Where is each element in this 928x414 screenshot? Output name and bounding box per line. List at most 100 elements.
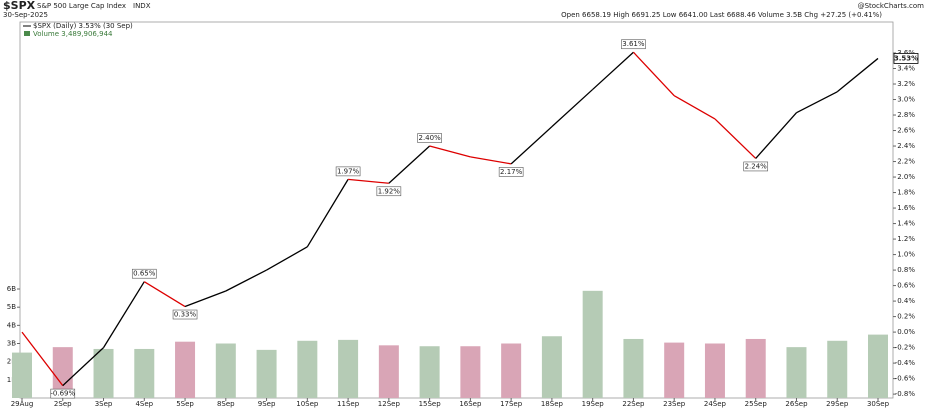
legend-swatch	[24, 31, 30, 36]
line-segment	[184, 290, 227, 308]
volume-bar	[175, 341, 196, 398]
line-segment	[796, 91, 838, 114]
x-tick-label: 18Sep	[541, 400, 564, 408]
y-tick-label: 2.2%	[897, 158, 915, 166]
line-segment	[632, 51, 675, 97]
x-tick-label: 16Sep	[459, 400, 482, 408]
y-tick-label: -0.2%	[895, 344, 916, 352]
data-label: 2.17%	[500, 168, 523, 176]
y-tick-label: -0.4%	[895, 359, 916, 367]
y-tick-label: 3.0%	[897, 96, 915, 104]
x-tick-label: 29Aug	[11, 400, 34, 408]
line-segment	[306, 179, 349, 248]
volume-bar	[745, 338, 766, 398]
volume-bar	[460, 346, 481, 398]
line-segment	[836, 57, 879, 93]
y-tick-label: -0.6%	[895, 375, 916, 383]
y2-tick-label: 4B	[7, 321, 16, 329]
volume-bar	[93, 348, 114, 398]
line-segment	[551, 88, 594, 128]
x-tick-label: 2Sep	[54, 400, 72, 408]
volume-bar	[297, 340, 318, 398]
volume-bar	[215, 343, 236, 398]
y2-tick-label: 1B	[7, 376, 16, 384]
y-tick-label: 2.8%	[897, 111, 915, 119]
title: S&P 500 Large Cap Index	[37, 2, 126, 10]
x-tick-label: 10Sep	[296, 400, 319, 408]
volume-bar	[134, 348, 155, 398]
data-label-box	[417, 133, 442, 143]
data-label: 3.53%	[894, 54, 918, 62]
x-tick-label: 26Sep	[785, 400, 808, 408]
legend-entry: $SPX (Daily) 3.53% (30 Sep)	[33, 22, 133, 30]
data-label-box	[50, 388, 76, 399]
data-label-box	[376, 186, 402, 197]
line-segment	[62, 347, 104, 387]
volume-bar	[827, 340, 848, 398]
data-label: -0.69%	[50, 390, 75, 398]
y-tick-label: 3.2%	[897, 80, 915, 88]
data-label-box	[131, 268, 157, 279]
line-segment	[102, 281, 145, 348]
y-tick-label: 2.0%	[897, 173, 915, 181]
data-label: 1.92%	[378, 187, 401, 195]
volume-bar	[623, 338, 644, 398]
volume-bar	[12, 352, 32, 398]
data-label: 2.40%	[418, 134, 441, 142]
data-label: 0.33%	[174, 311, 197, 319]
volume-bar	[664, 342, 685, 398]
data-label-box	[335, 166, 361, 177]
source: @StockCharts.com	[858, 2, 925, 10]
volume-bar	[541, 336, 562, 398]
volume-bar	[52, 347, 73, 398]
volume-bar	[419, 346, 440, 398]
volume-bar	[256, 349, 277, 398]
volume-bar	[378, 345, 399, 398]
x-tick-label: 17Sep	[500, 400, 523, 408]
x-tick-label: 4Sep	[135, 400, 153, 408]
data-label-box	[498, 167, 524, 177]
line-segment	[266, 246, 308, 271]
x-tick-label: 9Sep	[258, 400, 276, 408]
data-label-box	[621, 39, 646, 50]
line-segment	[510, 126, 553, 165]
y-tick-label: 0.4%	[897, 297, 915, 305]
data-label: 2.24%	[745, 162, 768, 170]
volume-bar	[501, 343, 522, 398]
x-tick-label: 19Sep	[582, 400, 605, 408]
y-tick-label: 2.6%	[897, 127, 915, 135]
x-tick-label: 22Sep	[622, 400, 645, 408]
y-tick-label: -0.8%	[895, 390, 916, 398]
x-tick-label: 3Sep	[95, 400, 113, 408]
line-segment	[348, 178, 389, 184]
legend-entry: Volume 3,489,906,944	[33, 30, 113, 38]
line-segment	[21, 331, 64, 386]
data-label-box	[172, 309, 198, 320]
y2-tick-label: 5B	[7, 303, 16, 311]
last-value-box	[893, 53, 919, 64]
y-tick-label: 1.2%	[897, 235, 915, 243]
line-segment	[225, 269, 267, 292]
x-tick-label: 30Sep	[867, 400, 890, 408]
x-tick-label: 15Sep	[419, 400, 442, 408]
data-label-box	[743, 161, 769, 172]
data-label: 0.65%	[133, 270, 156, 278]
x-tick-label: 24Sep	[704, 400, 727, 408]
x-tick-label: 11Sep	[337, 400, 360, 408]
y-tick-label: 3.4%	[897, 65, 915, 73]
volume-bar	[704, 343, 725, 398]
line-segment	[429, 145, 471, 158]
y-tick-label: 1.4%	[897, 220, 915, 228]
x-tick-label: 5Sep	[176, 400, 194, 408]
y-tick-label: 1.8%	[897, 189, 915, 197]
symbol: $SPX	[3, 0, 36, 12]
y2-tick-label: 3B	[7, 340, 16, 348]
x-tick-label: 25Sep	[745, 400, 768, 408]
line-segment	[714, 118, 757, 159]
line-segment	[470, 156, 512, 165]
line-segment	[388, 145, 431, 184]
x-tick-label: 12Sep	[378, 400, 401, 408]
line-segment	[673, 95, 716, 120]
plot-frame	[19, 21, 894, 399]
